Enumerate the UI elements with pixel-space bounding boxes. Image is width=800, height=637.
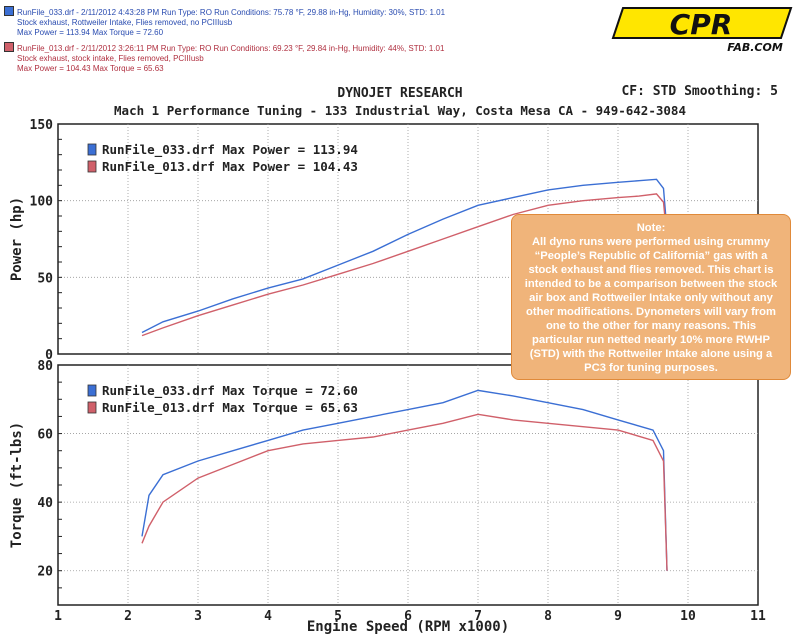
xtick-label: 1 (54, 609, 62, 624)
torque-series (141, 389, 668, 571)
run2-line3: Max Power = 104.43 Max Torque = 65.63 (17, 64, 164, 73)
run1-info: RunFile_033.drf - 2/11/2012 4:43:28 PM R… (4, 6, 445, 38)
xtick-label: 10 (680, 609, 696, 624)
run1-color-swatch (4, 6, 14, 16)
cpr-logo: CPR FAB.COM (611, 7, 793, 54)
torque-ytick-label: 40 (37, 496, 53, 511)
xtick-label: 4 (264, 609, 272, 624)
note-box: Note: All dyno runs were performed using… (511, 214, 791, 380)
power-legend-swatch (87, 143, 97, 156)
power-series-2-line (141, 193, 668, 337)
torque-series-1-line (141, 389, 668, 571)
note-title: Note: (636, 222, 666, 234)
xtick-label: 9 (614, 609, 622, 624)
power-series (141, 178, 668, 337)
xtick-label: 8 (544, 609, 552, 624)
chart-title: DYNOJET RESEARCH (337, 86, 463, 101)
xtick-label: 11 (750, 609, 766, 624)
torque-legend-swatch (87, 384, 97, 397)
run2-color-swatch (4, 42, 14, 52)
note-body: All dyno runs were performed using crumm… (524, 236, 778, 374)
power-series-1-line (141, 178, 668, 334)
axis-labels: 0 50 100 150 Power (hp) 20 40 60 80 Torque (ft-lb… (9, 118, 766, 635)
xtick-label: 7 (474, 609, 482, 624)
power-ytick-label: 50 (37, 271, 53, 286)
xtick-label: 2 (124, 609, 132, 624)
torque-series-2-line (141, 413, 668, 571)
torque-ylabel: Torque (ft-lbs) (9, 422, 25, 548)
torque-legend-label: RunFile_033.drf Max Torque = 72.60 (102, 383, 358, 399)
torque-grid (57, 364, 759, 606)
run2-info: RunFile_013.drf - 2/11/2012 3:26:11 PM R… (4, 42, 444, 74)
chart-legends: RunFile_033.drf Max Power = 113.94RunFil… (87, 142, 358, 416)
power-ylabel: Power (hp) (9, 197, 25, 281)
run1-line2: Stock exhaust, Rottweiler Intake, Flies … (17, 18, 233, 27)
logo-sub: FAB.COM (727, 41, 783, 54)
run1-line3: Max Power = 113.94 Max Torque = 72.60 (17, 28, 164, 37)
cf-smoothing-label: CF: STD Smoothing: 5 (621, 84, 778, 99)
xtick-label: 6 (404, 609, 412, 624)
torque-ytick-label: 20 (37, 565, 53, 580)
xtick-label: 5 (334, 609, 342, 624)
torque-legend-label: RunFile_013.drf Max Torque = 65.63 (102, 400, 358, 416)
power-legend-swatch (87, 160, 97, 173)
xtick-label: 3 (194, 609, 202, 624)
chart-subtitle: Mach 1 Performance Tuning - 133 Industri… (114, 103, 686, 118)
power-ytick-label: 100 (30, 195, 54, 210)
torque-ytick-label: 80 (37, 359, 53, 374)
xlabel: Engine Speed (RPM x1000) (307, 619, 509, 635)
power-legend-label: RunFile_013.drf Max Power = 104.43 (102, 159, 358, 175)
run2-line2: Stock exhaust, stock intake, Flies remov… (17, 54, 204, 63)
run1-line1: RunFile_033.drf - 2/11/2012 4:43:28 PM R… (17, 8, 446, 17)
torque-ytick-label: 60 (37, 428, 53, 443)
torque-legend-swatch (87, 401, 97, 414)
run2-line1: RunFile_013.drf - 2/11/2012 3:26:11 PM R… (17, 44, 445, 53)
power-ytick-label: 0 (45, 348, 53, 363)
power-ytick-label: 150 (30, 118, 54, 133)
logo-main: CPR (670, 8, 733, 41)
power-legend-label: RunFile_033.drf Max Power = 113.94 (102, 142, 358, 158)
